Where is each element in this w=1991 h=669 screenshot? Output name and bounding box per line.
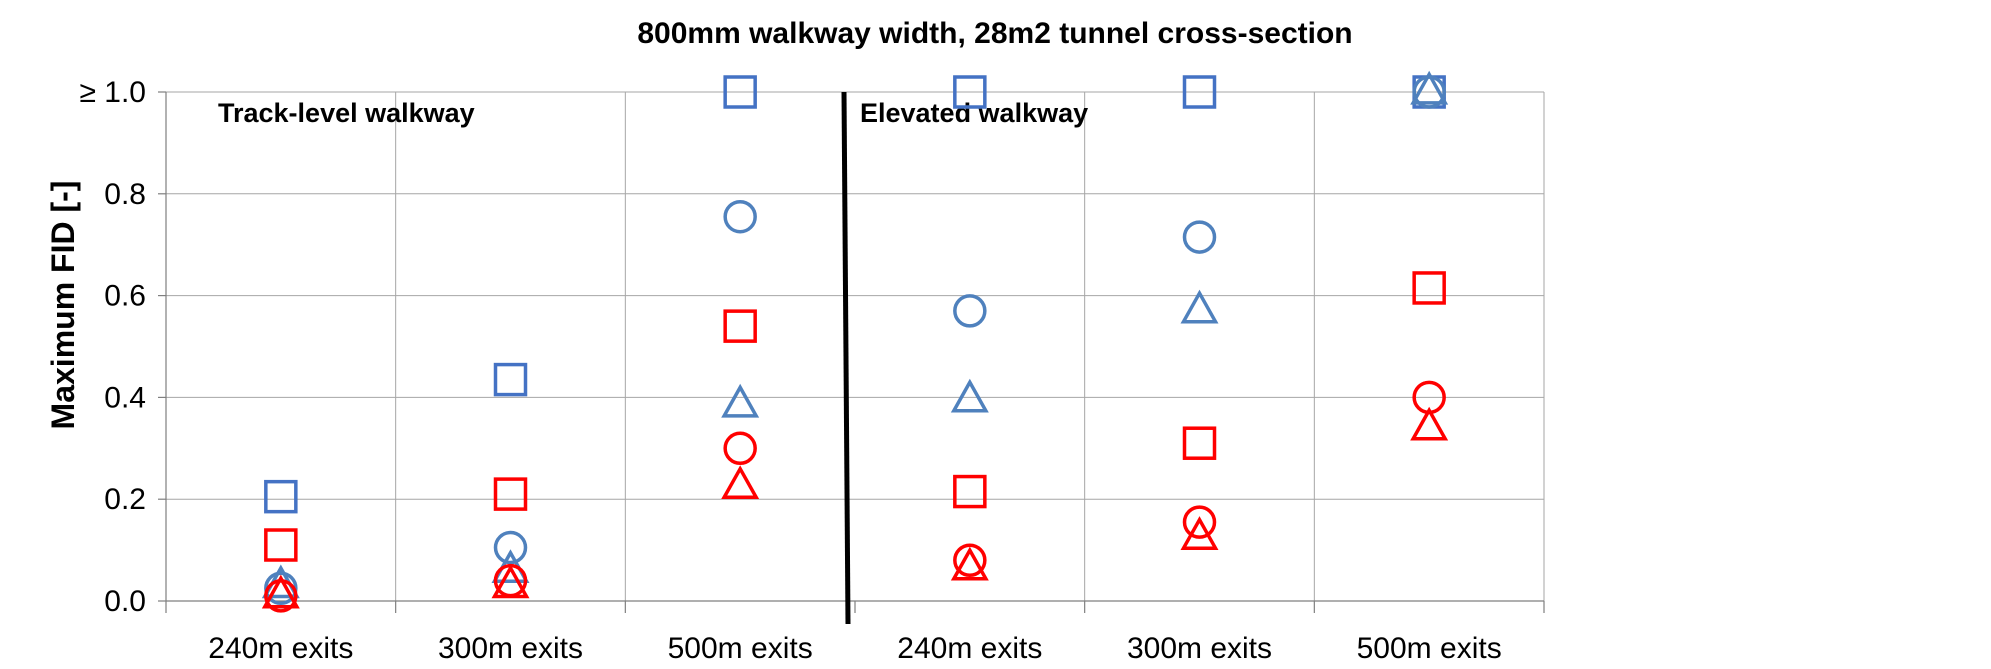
panel-labels: Track-level walkway Elevated walkway bbox=[218, 98, 1088, 128]
circle-marker bbox=[953, 294, 987, 328]
panel-label: Elevated walkway bbox=[860, 98, 1088, 128]
y-tick-label: ≥ 1.0 bbox=[79, 76, 146, 109]
square-marker bbox=[723, 75, 757, 109]
circle-marker bbox=[723, 199, 757, 234]
x-tick-label: 300m exits bbox=[438, 632, 583, 665]
data-markers bbox=[261, 70, 1449, 613]
square-marker bbox=[1412, 271, 1446, 305]
square-marker bbox=[493, 477, 528, 511]
triangle-marker bbox=[721, 465, 760, 500]
circle-marker bbox=[953, 543, 987, 578]
triangle-marker bbox=[721, 383, 760, 418]
y-tick-label: 0.0 bbox=[104, 585, 146, 618]
circle-marker bbox=[264, 571, 298, 606]
circle-marker bbox=[1182, 220, 1217, 254]
circle-marker bbox=[723, 431, 757, 466]
square-marker bbox=[493, 362, 528, 397]
x-tick-label: 240m exits bbox=[897, 632, 1042, 665]
square-marker bbox=[723, 309, 757, 343]
triangle-marker bbox=[1180, 289, 1219, 324]
y-tick-label: 0.8 bbox=[104, 178, 146, 211]
triangle-marker bbox=[261, 574, 300, 609]
x-tick-label: 240m exits bbox=[208, 632, 353, 665]
triangle-marker bbox=[950, 546, 989, 581]
square-marker bbox=[1182, 75, 1217, 109]
square-marker bbox=[953, 75, 987, 109]
x-tick-labels: 240m exits 300m exits 500m exits 240m exits… bbox=[208, 632, 1501, 665]
square-marker bbox=[264, 528, 298, 562]
circle-marker bbox=[1182, 505, 1217, 539]
x-tick-label: 500m exits bbox=[668, 632, 813, 665]
square-marker bbox=[953, 474, 987, 509]
x-tick-label: 500m exits bbox=[1357, 632, 1502, 665]
chart-title: 800mm walkway width, 28m2 tunnel cross-s… bbox=[637, 17, 1352, 50]
triangle-marker bbox=[1410, 406, 1449, 441]
square-marker bbox=[1182, 426, 1217, 460]
panel-divider bbox=[841, 91, 851, 625]
panel-label: Track-level walkway bbox=[218, 98, 475, 128]
y-axis-label: Maximum FID [-] bbox=[45, 181, 81, 430]
circle-marker bbox=[493, 530, 528, 565]
y-tick-label: 0.4 bbox=[104, 381, 146, 414]
triangle-marker bbox=[950, 378, 989, 413]
y-tick-labels: 0.0 0.2 0.4 0.6 0.8 ≥ 1.0 bbox=[79, 76, 146, 618]
gridlines bbox=[166, 91, 1545, 601]
x-tick-label: 300m exits bbox=[1127, 632, 1272, 665]
triangle-marker bbox=[1180, 516, 1219, 550]
triangle-marker bbox=[491, 564, 530, 599]
y-tick-label: 0.2 bbox=[104, 483, 146, 516]
triangle-marker bbox=[1410, 70, 1449, 105]
y-tick-label: 0.6 bbox=[104, 280, 146, 313]
axes bbox=[158, 91, 1545, 625]
square-marker bbox=[264, 479, 298, 514]
